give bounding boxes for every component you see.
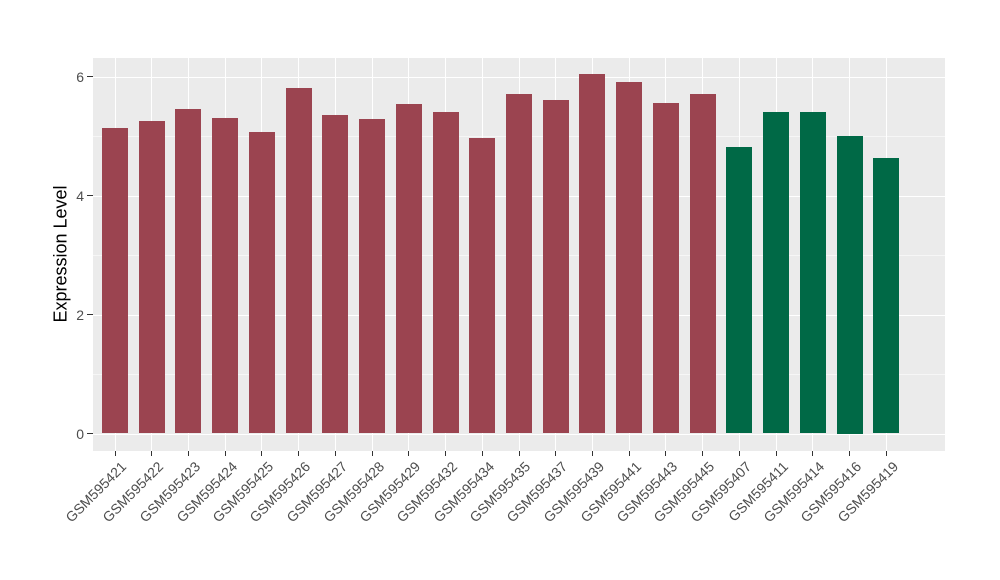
bar-GSM595427 [322,115,349,434]
bar-GSM595419 [873,158,900,434]
x-tick-mark [298,451,300,456]
y-tick-mark [87,314,93,315]
bar-GSM595435 [506,94,532,434]
bar-GSM595429 [395,103,422,434]
x-tick-mark [408,451,410,456]
plot-panel [93,58,945,451]
bar-GSM595445 [689,94,716,434]
bar-GSM595425 [248,131,275,434]
bar-GSM595441 [616,82,643,434]
y-tick-mark [87,76,93,77]
x-tick-mark [775,451,777,456]
x-tick-mark [518,451,520,456]
bar-GSM595432 [432,111,459,434]
y-tick-label: 6 [76,68,84,85]
y-tick-label: 0 [76,425,84,442]
bar-GSM595437 [542,99,569,434]
y-axis-title: Expression Level [50,185,71,323]
y-tick-label: 2 [76,306,84,323]
x-tick-mark [114,451,116,456]
bar-GSM595424 [212,117,239,434]
x-tick-mark [849,451,851,456]
x-tick-mark [738,451,740,456]
x-tick-mark [812,451,814,456]
bar-GSM595426 [285,87,312,434]
bar-GSM595428 [359,119,386,434]
x-tick-mark [261,451,263,456]
x-tick-mark [702,451,704,456]
bar-GSM595407 [726,146,753,434]
y-tick-mark [87,195,93,196]
x-tick-mark [445,451,447,456]
bar-GSM595439 [579,74,606,434]
x-tick-mark [885,451,887,456]
x-tick-mark [371,451,373,456]
major-gridline [93,76,945,78]
x-tick-mark [628,451,630,456]
x-tick-mark [591,451,593,456]
x-tick-mark [555,451,557,456]
x-tick-mark [224,451,226,456]
bar-GSM595434 [469,138,496,434]
x-tick-mark [187,451,189,456]
bar-GSM595416 [836,136,863,434]
x-tick-mark [481,451,483,456]
x-tick-mark [334,451,336,456]
bar-GSM595421 [102,128,129,434]
x-tick-mark [151,451,153,456]
bar-GSM595422 [138,120,165,434]
bar-GSM595411 [763,111,790,434]
x-tick-mark [665,451,667,456]
bar-GSM595423 [175,108,202,434]
y-tick-label: 4 [76,187,84,204]
y-tick-mark [87,433,93,434]
bar-GSM595443 [652,102,679,434]
major-gridline [93,433,945,435]
bar-GSM595414 [799,112,826,434]
